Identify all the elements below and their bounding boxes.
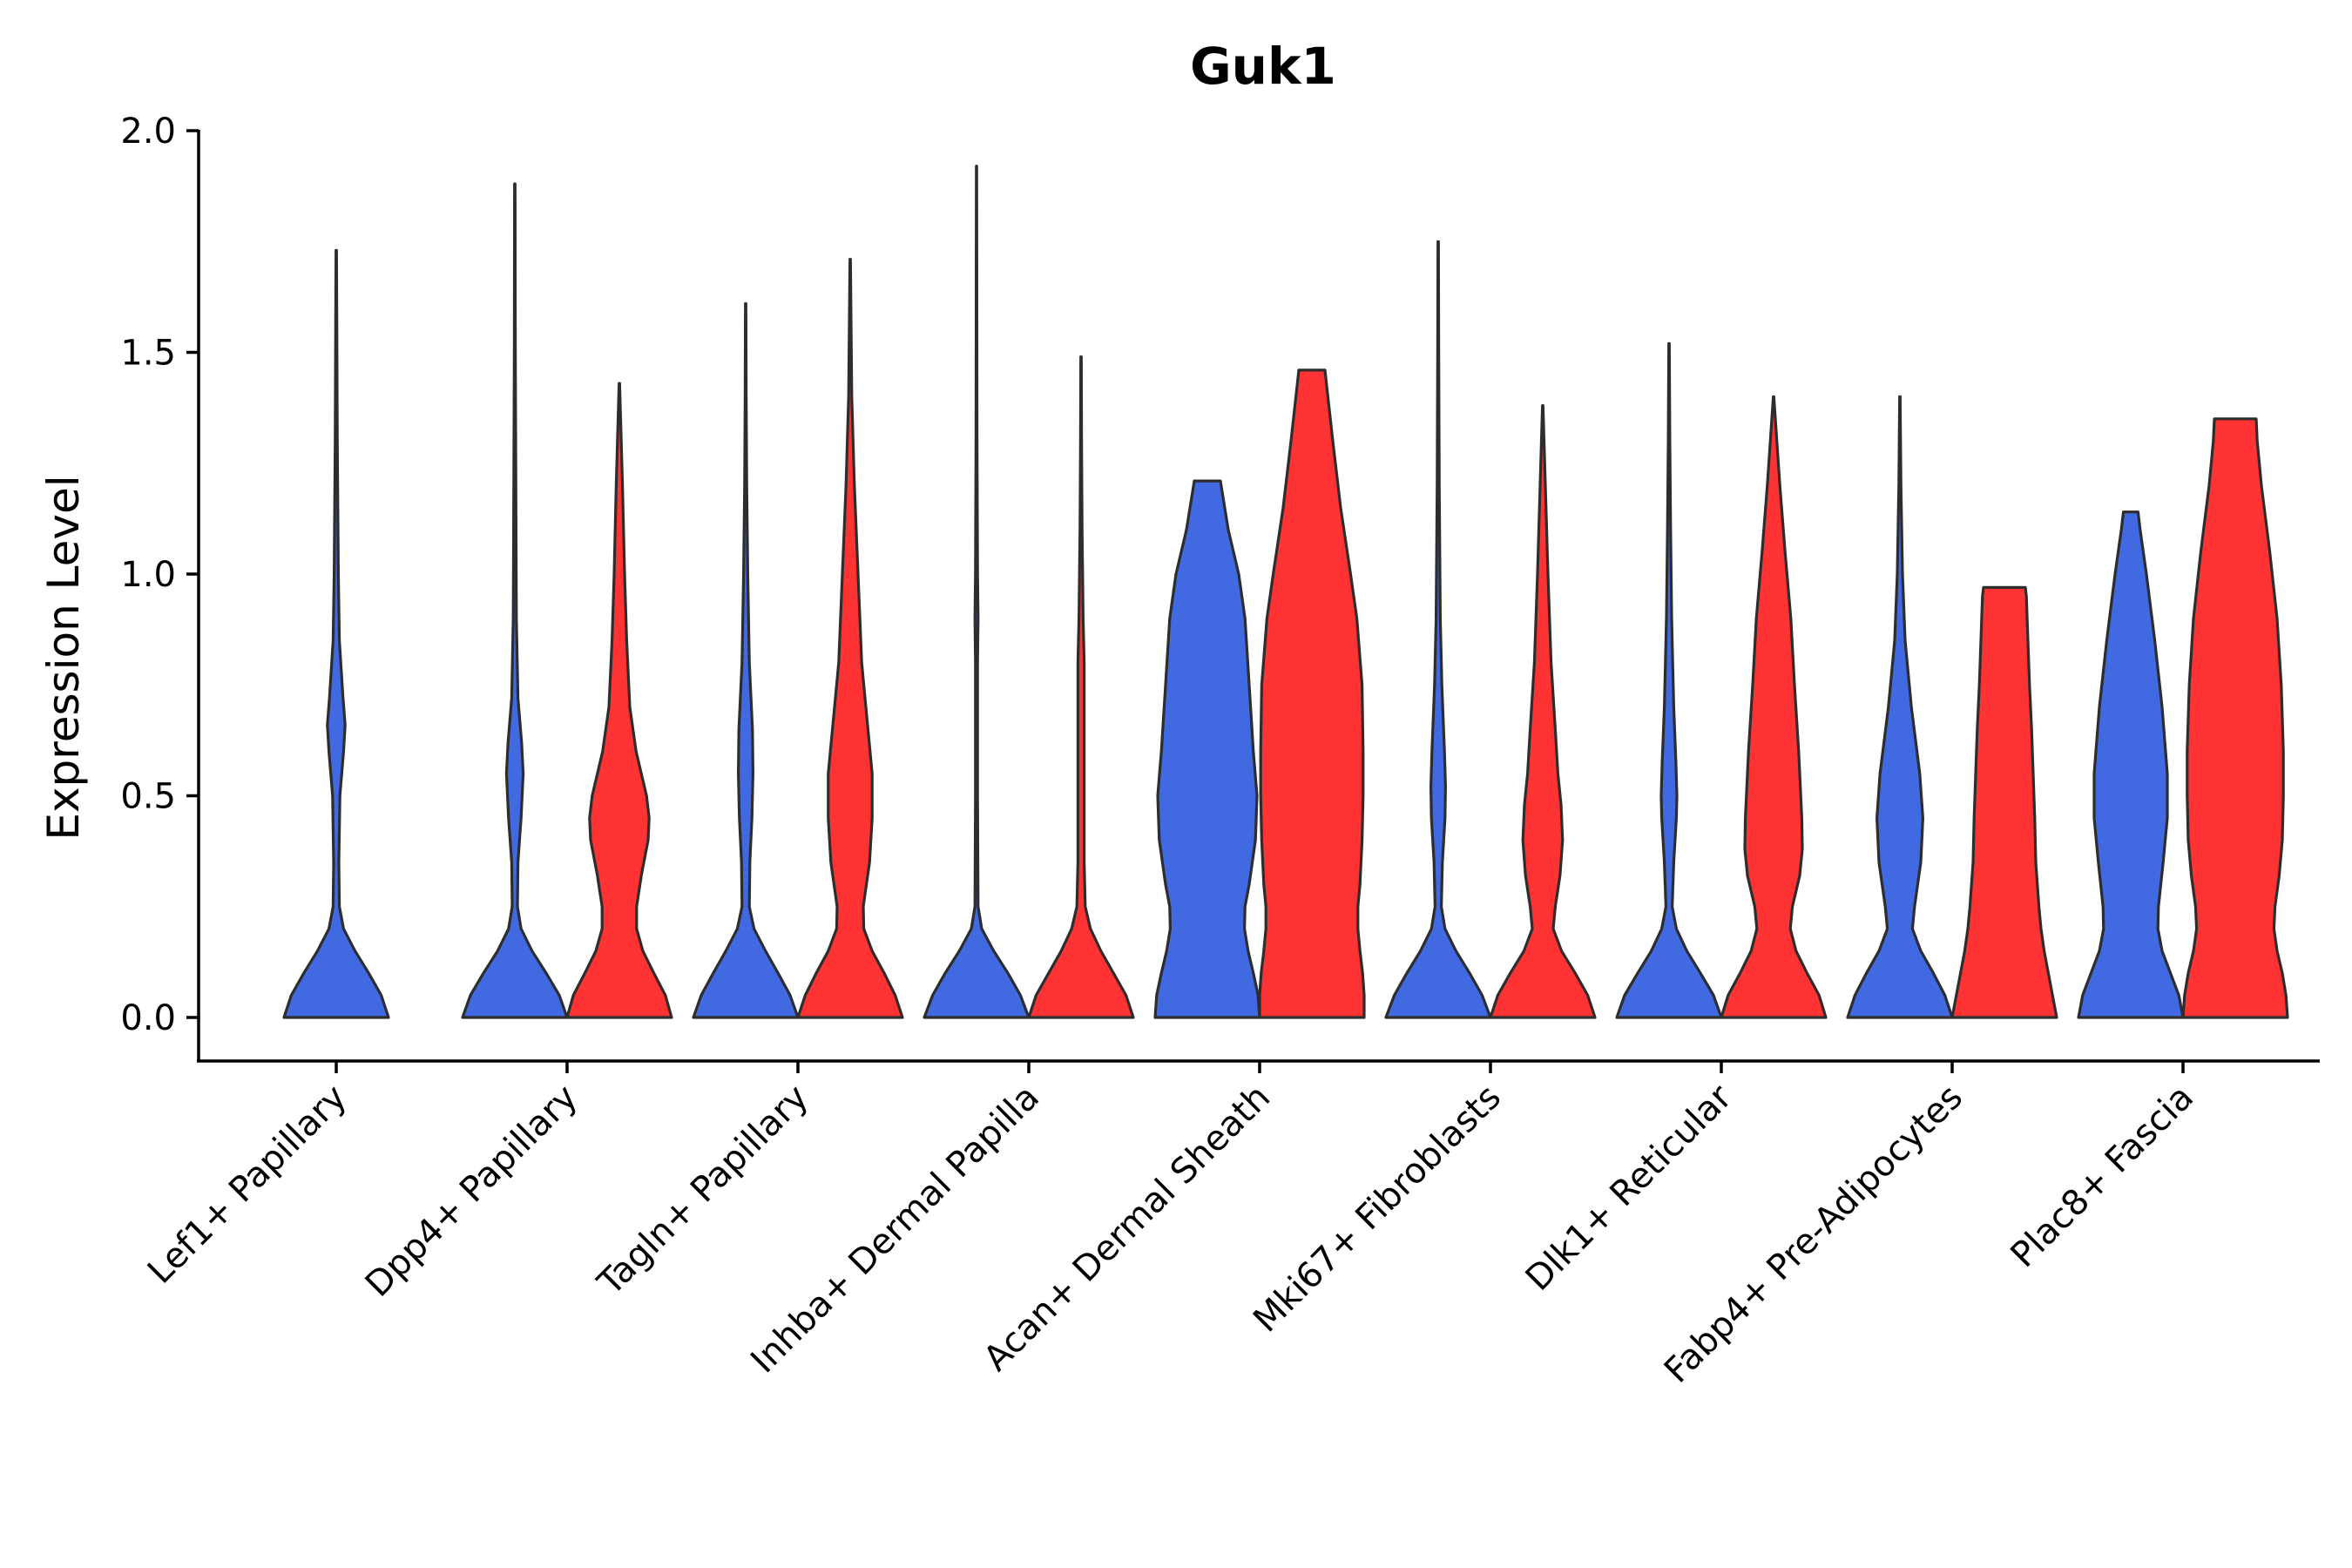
x-tick-label: Mki67+ Fibroblasts: [1246, 1078, 1509, 1341]
violin-plac8-fascia-blue: [2077, 510, 2185, 1019]
y-tick-label: 1.0: [120, 555, 176, 595]
violin-acan-dermal-sheath-blue: [1153, 479, 1261, 1019]
violin-inhba-dermal-papilla-red: [1027, 355, 1135, 1019]
violin-lef1-papillary-blue: [282, 248, 390, 1019]
y-ticks: 0.0 0.5 1.0 1.5 2.0: [120, 112, 199, 1038]
violin-plac8-fascia-red: [2181, 417, 2289, 1019]
y-tick-label: 1.5: [120, 334, 176, 374]
x-tick-label: Tagln+ Papillary: [590, 1078, 816, 1304]
y-tick-label: 2.0: [120, 112, 176, 152]
violin-dpp4-papillary-blue: [461, 182, 569, 1019]
violins-layer: [282, 165, 2289, 1019]
y-tick-label: 0.5: [120, 777, 176, 817]
x-tick-label: Dlk1+ Reticular: [1518, 1077, 1740, 1299]
violin-mki67-fibroblasts-red: [1489, 404, 1597, 1019]
x-tick-label: Dpp4+ Papillary: [358, 1078, 585, 1305]
y-tick-label: 0.0: [120, 998, 176, 1038]
x-ticks: Lef1+ Papillary Dpp4+ Papillary Tagln+ Pap…: [140, 1061, 2201, 1391]
x-tick-label: Plac8+ Fascia: [2004, 1078, 2202, 1276]
violin-fabp4-pre-adipocytes-red: [1950, 585, 2058, 1019]
violin-dpp4-papillary-red: [565, 382, 673, 1019]
violin-inhba-dermal-papilla-blue: [923, 165, 1031, 1019]
violin-dlk1-reticular-red: [1720, 395, 1828, 1019]
x-tick-label: Lef1+ Papillary: [140, 1078, 355, 1292]
violin-dlk1-reticular-blue: [1615, 341, 1723, 1019]
violin-tagln-papillary-blue: [692, 301, 800, 1019]
violin-tagln-papillary-red: [796, 258, 904, 1019]
chart-title: Guk1: [1190, 37, 1336, 96]
violin-acan-dermal-sheath-red: [1258, 368, 1366, 1019]
violin-mki67-fibroblasts-blue: [1384, 240, 1492, 1019]
violin-fabp4-pre-adipocytes-blue: [1846, 395, 1954, 1019]
y-axis-label: Expression Level: [38, 475, 89, 840]
